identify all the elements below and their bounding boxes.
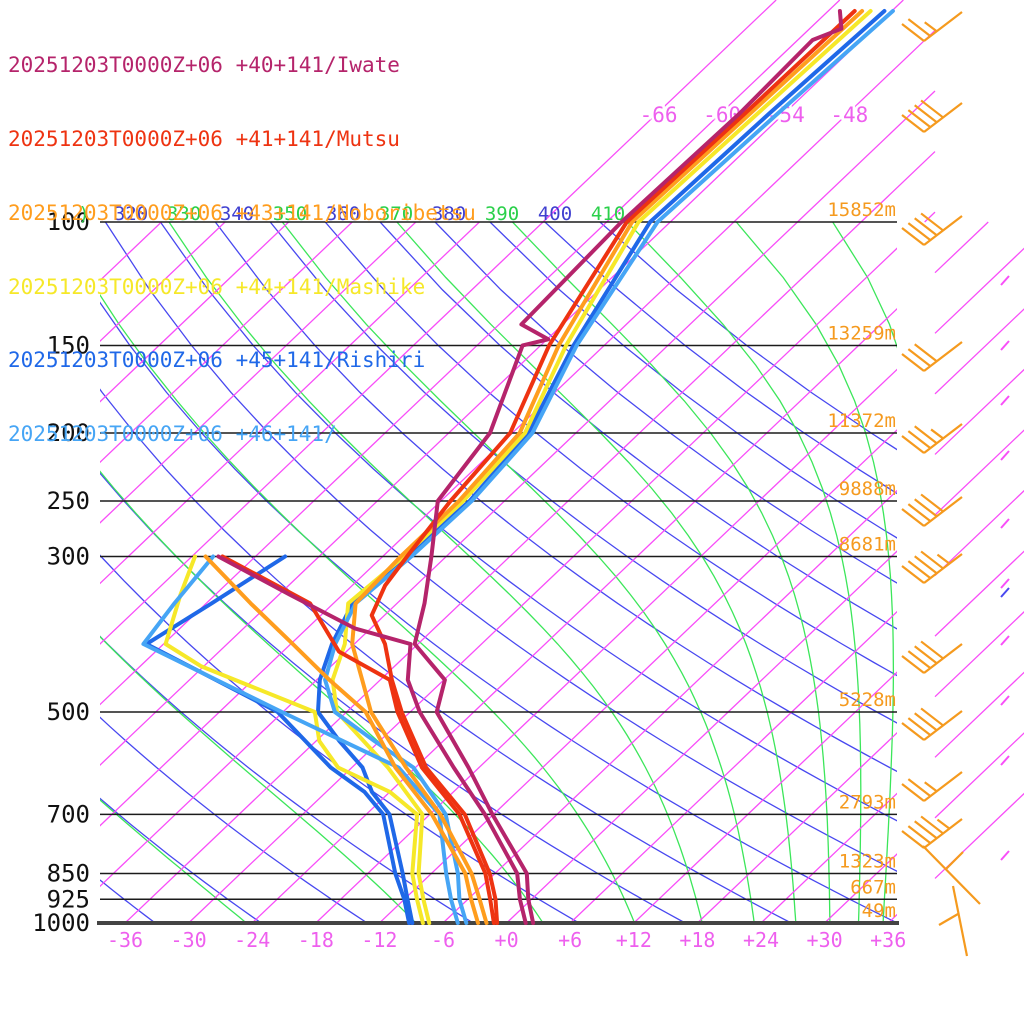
- svg-text:410: 410: [591, 203, 625, 225]
- pressure-gridlines: [100, 221, 897, 924]
- title-block: 20251203T0000Z+06 +40+141/Iwate 20251203…: [8, 4, 476, 496]
- sounding-temp-curve: [316, 9, 887, 925]
- svg-text:700: 700: [47, 800, 90, 828]
- svg-text:+30: +30: [807, 928, 843, 952]
- sounding-title: 20251203T0000Z+06 +43+141/Noboribetsu: [8, 200, 476, 225]
- svg-text:667m: 667m: [850, 876, 896, 898]
- svg-text:1000: 1000: [32, 909, 90, 937]
- svg-text:100: 100: [47, 208, 90, 236]
- svg-text:-36: -36: [107, 928, 143, 952]
- svg-text:+6: +6: [558, 928, 582, 952]
- svg-text:300: 300: [47, 542, 90, 570]
- svg-text:+18: +18: [679, 928, 715, 952]
- svg-text:-24: -24: [234, 928, 270, 952]
- svg-text:5228m: 5228m: [839, 689, 896, 711]
- svg-text:-30: -30: [171, 928, 207, 952]
- sounding-title: 20251203T0000Z+06 +40+141/Iwate: [8, 53, 400, 78]
- svg-text:1323m: 1323m: [839, 851, 896, 873]
- sounding-temp-curve: [350, 9, 865, 925]
- sounding-dewp-curve: [141, 554, 460, 925]
- sounding-dewp-curve: [203, 554, 480, 925]
- svg-text:-60: -60: [703, 103, 741, 127]
- svg-text:360: 360: [326, 203, 360, 225]
- svg-text:250: 250: [47, 487, 90, 515]
- sounding-curves: [141, 9, 895, 925]
- sounding-dewp-curve: [216, 554, 528, 925]
- svg-text:+36: +36: [870, 928, 906, 952]
- svg-text:400: 400: [538, 203, 572, 225]
- svg-text:+0: +0: [495, 928, 519, 952]
- svg-text:-6: -6: [431, 928, 455, 952]
- sounding-dewp-curve: [144, 554, 412, 925]
- svg-text:350: 350: [273, 203, 307, 225]
- axis-labels: 100 15852m 150 13259m 200 11372m 250 9888m 300 86…: [32, 101, 906, 953]
- sounding-temp-curve: [412, 9, 844, 925]
- svg-text:13259m: 13259m: [827, 322, 896, 344]
- sounding-title: 20251203T0000Z+06 +46+141/: [8, 422, 337, 447]
- wind-barbs: [901, 11, 981, 957]
- svg-text:-18: -18: [298, 928, 334, 952]
- edge-ticks: [1000, 275, 1010, 861]
- svg-text:49m: 49m: [862, 900, 896, 922]
- svg-text:-66: -66: [640, 103, 678, 127]
- svg-text:390: 390: [485, 203, 519, 225]
- sounding-title: 20251203T0000Z+06 +41+141/Mutsu: [8, 126, 400, 151]
- svg-text:15852m: 15852m: [827, 199, 896, 221]
- svg-text:330: 330: [167, 203, 201, 225]
- svg-text:850: 850: [47, 860, 90, 888]
- isotherm-lines-upper: [542, 0, 1024, 879]
- svg-text:8681m: 8681m: [839, 533, 896, 555]
- svg-text:-12: -12: [361, 928, 397, 952]
- svg-text:9888m: 9888m: [839, 478, 896, 500]
- svg-text:320: 320: [114, 203, 148, 225]
- svg-text:+24: +24: [743, 928, 779, 952]
- sounding-temp-curve: [369, 9, 857, 925]
- svg-text:2793m: 2793m: [839, 791, 896, 813]
- svg-text:370: 370: [379, 203, 413, 225]
- svg-text:200: 200: [47, 419, 90, 447]
- svg-text:500: 500: [47, 698, 90, 726]
- sounding-dewp-curve: [163, 554, 425, 925]
- svg-text:): ): [78, 203, 89, 225]
- svg-text:11372m: 11372m: [827, 410, 896, 432]
- svg-text:150: 150: [47, 331, 90, 359]
- svg-text:-48: -48: [830, 103, 868, 127]
- svg-text:925: 925: [47, 885, 90, 913]
- sounding-dewp-curve: [220, 554, 496, 925]
- sounding-title: 20251203T0000Z+06 +45+141/Rishiri: [8, 348, 426, 373]
- svg-text:380: 380: [432, 203, 466, 225]
- sounding-title: 20251203T0000Z+06 +44+141/Mashike: [8, 274, 426, 299]
- svg-text:340: 340: [220, 203, 254, 225]
- svg-text:+12: +12: [616, 928, 652, 952]
